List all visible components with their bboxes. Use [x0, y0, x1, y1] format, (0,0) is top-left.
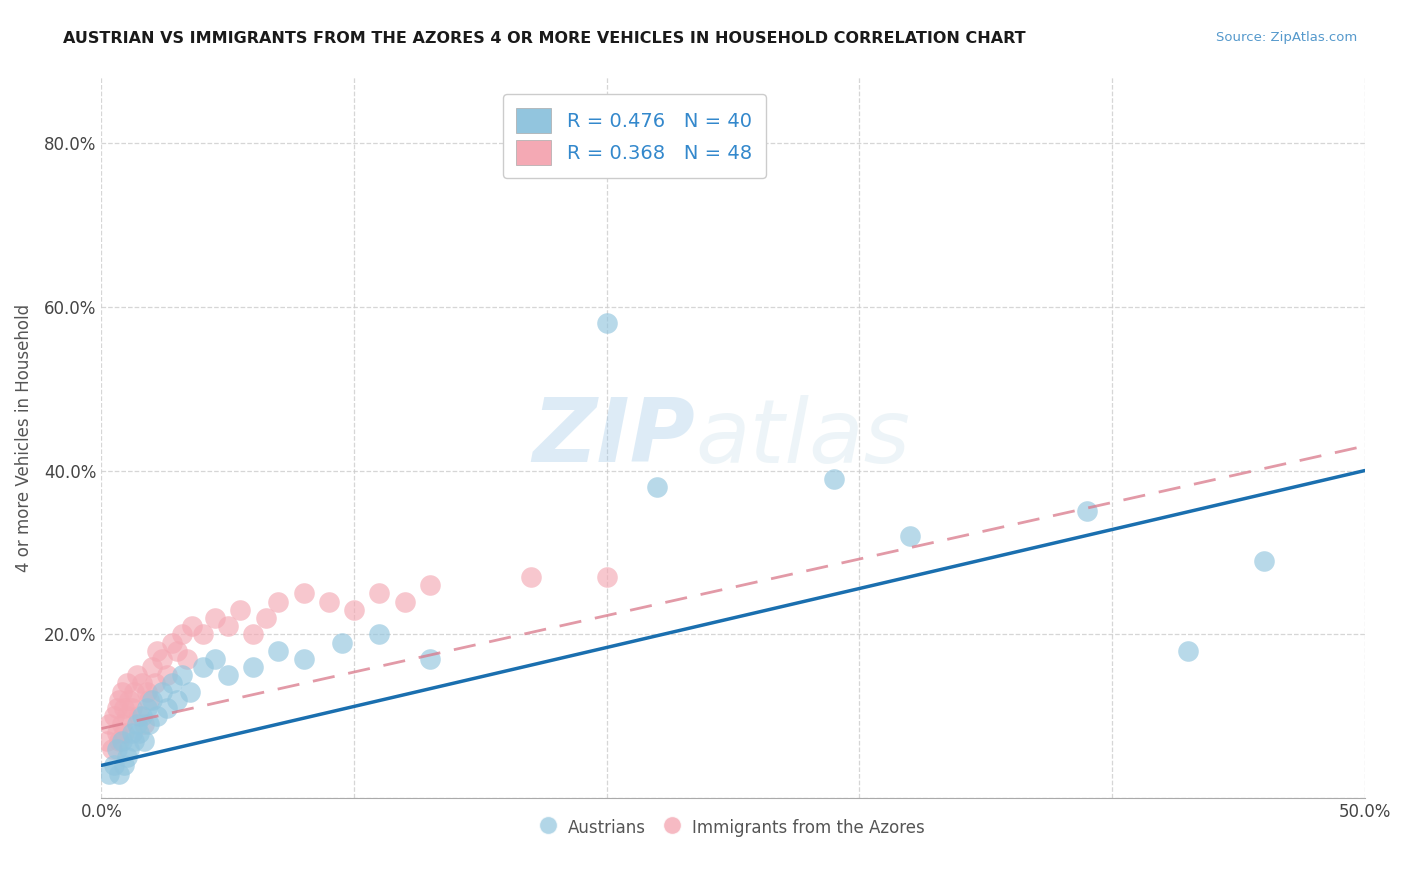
Point — [647, 480, 669, 494]
Point — [111, 684, 134, 698]
Point — [103, 709, 125, 723]
Point — [121, 701, 143, 715]
Point — [108, 766, 131, 780]
Point — [112, 701, 135, 715]
Point — [318, 594, 340, 608]
Point — [267, 644, 290, 658]
Point — [267, 594, 290, 608]
Point — [204, 652, 226, 666]
Point — [112, 758, 135, 772]
Point — [134, 734, 156, 748]
Point — [124, 734, 146, 748]
Point — [105, 742, 128, 756]
Point — [368, 586, 391, 600]
Point — [229, 603, 252, 617]
Point — [115, 709, 138, 723]
Point — [98, 766, 121, 780]
Point — [368, 627, 391, 641]
Point — [160, 635, 183, 649]
Point — [141, 693, 163, 707]
Point — [596, 570, 619, 584]
Point — [242, 660, 264, 674]
Point — [125, 668, 148, 682]
Text: AUSTRIAN VS IMMIGRANTS FROM THE AZORES 4 OR MORE VEHICLES IN HOUSEHOLD CORRELATI: AUSTRIAN VS IMMIGRANTS FROM THE AZORES 4… — [63, 31, 1026, 46]
Point — [596, 316, 619, 330]
Point — [118, 693, 141, 707]
Point — [160, 676, 183, 690]
Point — [138, 717, 160, 731]
Point — [125, 717, 148, 731]
Point — [1076, 504, 1098, 518]
Point — [115, 676, 138, 690]
Point — [128, 709, 150, 723]
Point — [191, 627, 214, 641]
Point — [520, 570, 543, 584]
Y-axis label: 4 or more Vehicles in Household: 4 or more Vehicles in Household — [15, 304, 32, 572]
Point — [242, 627, 264, 641]
Point — [121, 725, 143, 739]
Point — [156, 668, 179, 682]
Point — [823, 472, 845, 486]
Point — [1177, 644, 1199, 658]
Point — [115, 750, 138, 764]
Point — [100, 742, 122, 756]
Point — [191, 660, 214, 674]
Point — [134, 717, 156, 731]
Point — [146, 644, 169, 658]
Point — [898, 529, 921, 543]
Text: Source: ZipAtlas.com: Source: ZipAtlas.com — [1216, 31, 1357, 45]
Point — [124, 684, 146, 698]
Point — [108, 693, 131, 707]
Point — [131, 676, 153, 690]
Point — [103, 758, 125, 772]
Point — [156, 701, 179, 715]
Point — [105, 725, 128, 739]
Point — [146, 709, 169, 723]
Point — [204, 611, 226, 625]
Point — [330, 635, 353, 649]
Point — [105, 701, 128, 715]
Point — [217, 668, 239, 682]
Point — [111, 734, 134, 748]
Point — [181, 619, 204, 633]
Legend: Austrians, Immigrants from the Azores: Austrians, Immigrants from the Azores — [534, 810, 932, 844]
Point — [176, 652, 198, 666]
Point — [394, 594, 416, 608]
Point — [136, 684, 159, 698]
Point — [118, 742, 141, 756]
Point — [108, 734, 131, 748]
Text: atlas: atlas — [695, 395, 910, 481]
Point — [343, 603, 366, 617]
Point — [150, 684, 173, 698]
Point — [1253, 554, 1275, 568]
Point — [150, 652, 173, 666]
Point — [141, 660, 163, 674]
Point — [138, 693, 160, 707]
Point — [98, 717, 121, 731]
Point — [172, 627, 194, 641]
Point — [217, 619, 239, 633]
Point — [292, 586, 315, 600]
Point — [128, 725, 150, 739]
Point — [254, 611, 277, 625]
Point — [96, 734, 118, 748]
Point — [143, 676, 166, 690]
Point — [292, 652, 315, 666]
Point — [179, 684, 201, 698]
Point — [419, 578, 441, 592]
Point — [419, 652, 441, 666]
Point — [136, 701, 159, 715]
Point — [111, 717, 134, 731]
Point — [131, 709, 153, 723]
Point — [112, 725, 135, 739]
Point — [166, 693, 188, 707]
Text: ZIP: ZIP — [533, 394, 695, 482]
Point — [172, 668, 194, 682]
Point — [166, 644, 188, 658]
